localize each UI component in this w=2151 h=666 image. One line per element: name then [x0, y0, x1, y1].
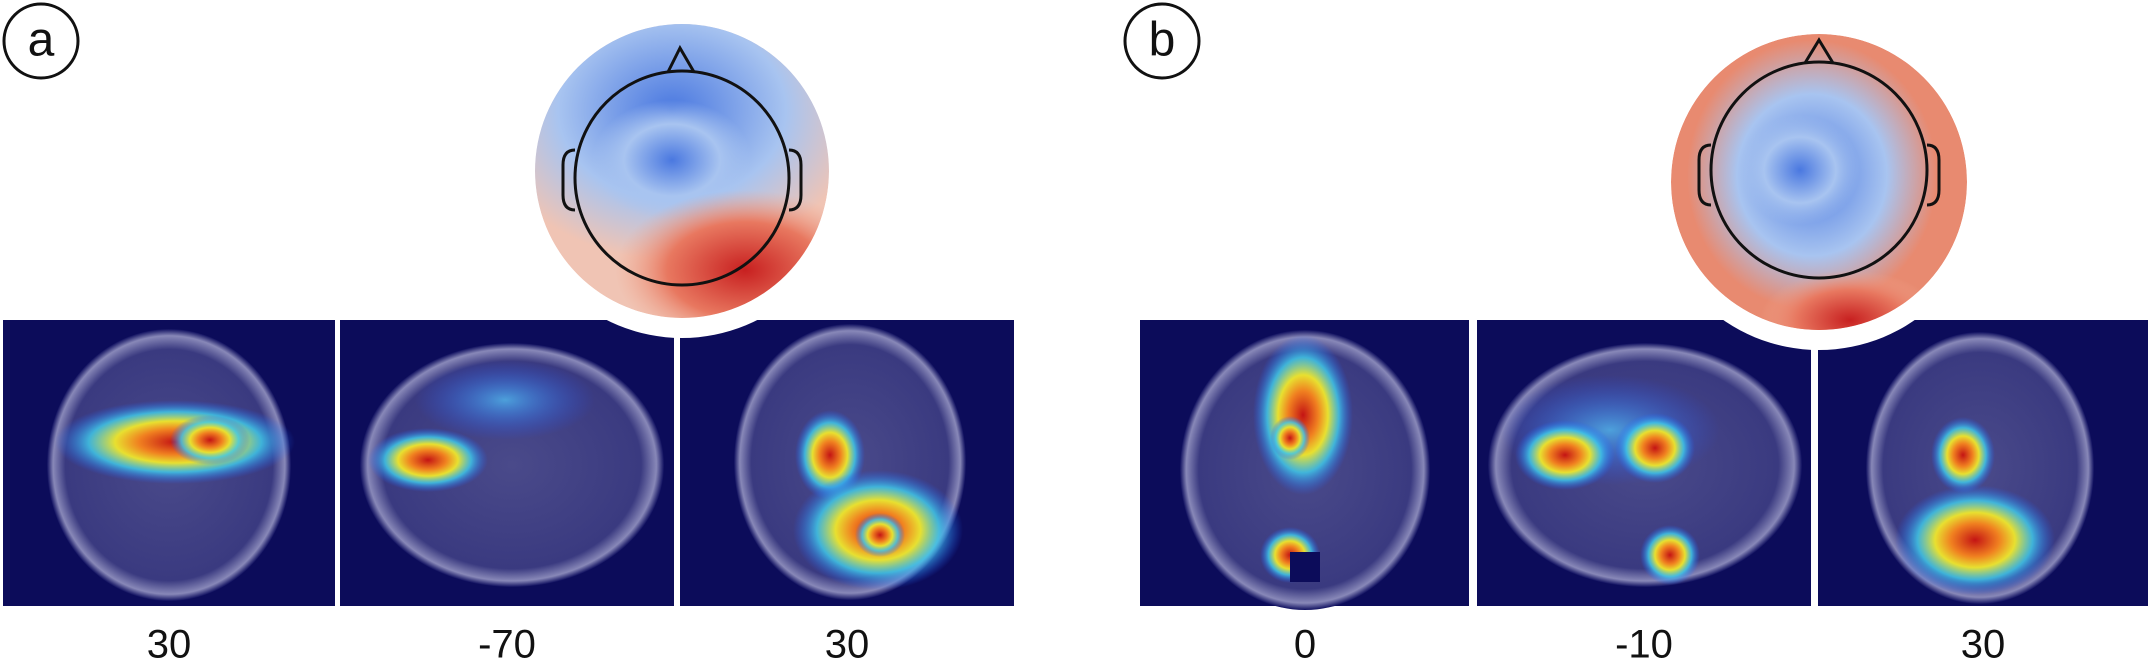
brain-slice	[3, 320, 335, 606]
slice-label: -10	[1615, 623, 1673, 666]
topomap	[1671, 34, 1967, 330]
brain-slice	[680, 320, 1014, 606]
brain-slice	[1477, 320, 1811, 606]
head-outline	[1697, 37, 1941, 280]
panel-label: a	[28, 14, 55, 67]
brain-slice	[1818, 320, 2148, 606]
slice-label: 30	[147, 623, 192, 666]
slice-label: 30	[1961, 623, 2006, 666]
brain-slice	[340, 320, 674, 606]
slice-label: -70	[478, 623, 536, 666]
panel-badge	[1123, 2, 1201, 80]
head-outline	[561, 44, 803, 287]
slice-label: 0	[1294, 623, 1316, 666]
brain-slice	[1140, 320, 1469, 610]
panel-badge	[2, 2, 80, 80]
panel-label: b	[1149, 14, 1176, 67]
slice-label: 30	[825, 623, 870, 666]
